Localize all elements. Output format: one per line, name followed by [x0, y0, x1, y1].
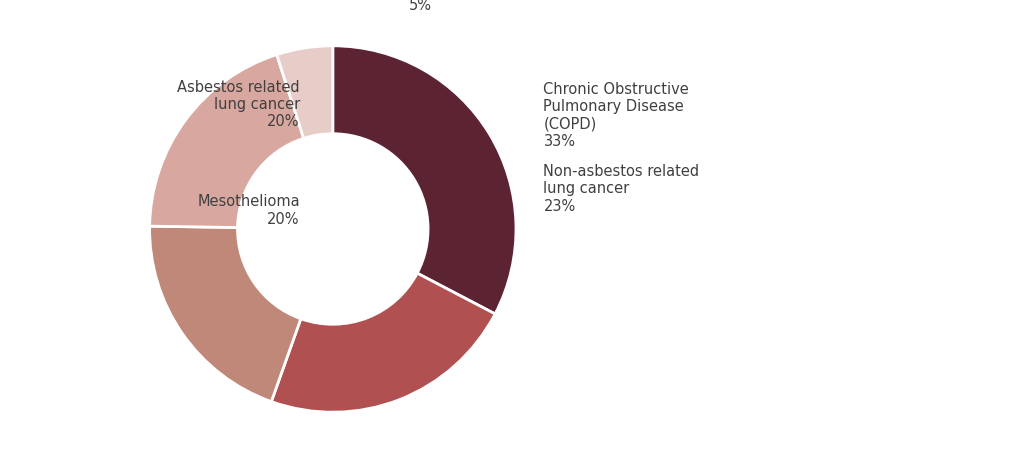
- Text: Other disease
5%: Other disease 5%: [370, 0, 472, 13]
- Wedge shape: [276, 46, 333, 138]
- Wedge shape: [333, 46, 516, 314]
- Text: Asbestos related
lung cancer
20%: Asbestos related lung cancer 20%: [177, 80, 300, 129]
- Text: Chronic Obstructive
Pulmonary Disease
(COPD)
33%: Chronic Obstructive Pulmonary Disease (C…: [544, 82, 689, 149]
- Wedge shape: [271, 273, 496, 412]
- Text: Mesothelioma
20%: Mesothelioma 20%: [198, 195, 300, 227]
- Wedge shape: [150, 226, 301, 402]
- Wedge shape: [150, 55, 304, 228]
- Text: Non-asbestos related
lung cancer
23%: Non-asbestos related lung cancer 23%: [544, 164, 699, 213]
